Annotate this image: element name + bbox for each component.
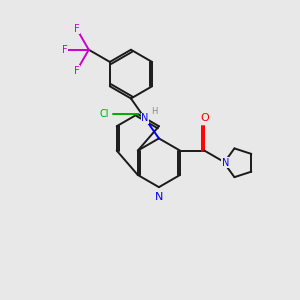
Text: N: N [222,158,229,168]
Text: N: N [155,192,163,202]
Text: N: N [141,113,148,123]
Text: O: O [200,113,209,123]
Text: F: F [74,24,80,34]
Text: F: F [61,45,67,55]
Text: H: H [151,107,158,116]
Text: F: F [74,66,80,76]
Text: Cl: Cl [100,109,109,119]
